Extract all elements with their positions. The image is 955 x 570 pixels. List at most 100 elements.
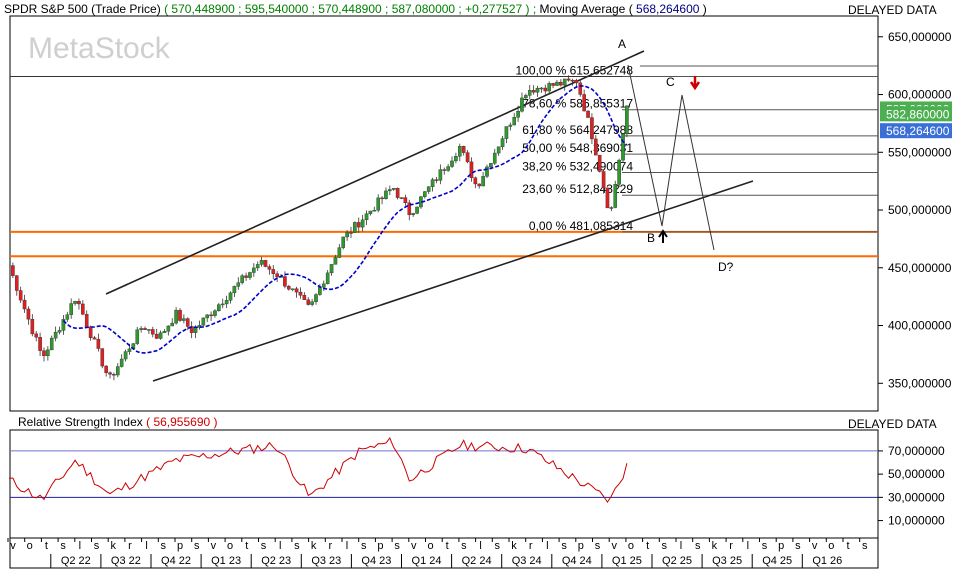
candle-body bbox=[310, 301, 314, 305]
month-letter: k bbox=[511, 540, 517, 552]
candlesticks bbox=[11, 75, 629, 381]
month-letter: l bbox=[145, 540, 147, 552]
candle-body bbox=[84, 314, 89, 328]
month-letter: v bbox=[812, 540, 818, 552]
month-letter: s bbox=[695, 540, 701, 552]
month-letter: o bbox=[427, 540, 433, 552]
candle-body bbox=[14, 275, 19, 291]
candle-body bbox=[349, 232, 353, 234]
candle-body bbox=[147, 329, 151, 331]
candle-body bbox=[621, 133, 625, 161]
candle-body bbox=[562, 78, 567, 86]
candle-body bbox=[372, 210, 377, 212]
month-letter: s bbox=[662, 540, 668, 552]
wave-lines bbox=[627, 64, 878, 251]
quarter-label: Q4 24 bbox=[562, 555, 592, 567]
candle-body bbox=[193, 327, 198, 333]
candle-body bbox=[586, 110, 590, 118]
trend-channel bbox=[105, 50, 754, 382]
candle-body bbox=[139, 328, 143, 330]
rsi-line bbox=[8, 437, 628, 504]
month-letter: s bbox=[361, 540, 367, 552]
month-letter: l bbox=[680, 540, 682, 552]
month-letter: k bbox=[110, 540, 116, 552]
candle-body bbox=[283, 276, 287, 287]
rsi-tick-label: 70,000000 bbox=[888, 444, 945, 458]
candle-body bbox=[461, 146, 466, 153]
candle-body bbox=[485, 166, 489, 177]
down-arrow-icon bbox=[689, 76, 701, 91]
price-tick-label: 450,000000 bbox=[888, 261, 952, 275]
candle-body bbox=[53, 331, 58, 339]
candle-body bbox=[555, 81, 559, 86]
candle-body bbox=[104, 365, 108, 373]
candle-body bbox=[30, 318, 35, 335]
month-letter: r bbox=[128, 540, 132, 552]
fib-level-label: 61,80 % 564,247988 bbox=[522, 123, 633, 137]
month-letter: s bbox=[461, 540, 467, 552]
month-letter: r bbox=[328, 540, 332, 552]
candle-body bbox=[259, 260, 264, 265]
price-tick-label: 550,000000 bbox=[888, 145, 952, 159]
candle-body bbox=[438, 169, 443, 181]
candle-body bbox=[318, 286, 322, 295]
month-letter: t bbox=[646, 540, 649, 552]
candle-body bbox=[123, 351, 128, 360]
quarter-label: Q1 26 bbox=[812, 555, 842, 567]
candle-body bbox=[166, 325, 171, 332]
fib-level-label: 23,60 % 512,843229 bbox=[522, 182, 633, 196]
month-letter: p bbox=[177, 540, 183, 552]
candle-body bbox=[302, 295, 307, 300]
candle-body bbox=[127, 348, 132, 352]
candle-body bbox=[566, 78, 571, 81]
month-letter: o bbox=[227, 540, 233, 552]
month-letter: k bbox=[311, 540, 317, 552]
fib-level-label: 38,20 % 532,490074 bbox=[522, 160, 633, 174]
candle-body bbox=[224, 300, 229, 305]
candle-body bbox=[34, 333, 39, 338]
rsi-header: Relative Strength Index ( 56,955690 ) bbox=[18, 415, 218, 429]
price-tick-label: 400,000000 bbox=[888, 319, 952, 333]
candle-body bbox=[329, 264, 334, 274]
month-letter: s bbox=[495, 540, 501, 552]
candle-body bbox=[508, 124, 513, 127]
candle-body bbox=[582, 94, 586, 112]
candle-body bbox=[450, 160, 454, 167]
quarter-label: Q3 22 bbox=[111, 555, 141, 567]
candle-body bbox=[492, 152, 497, 164]
month-letter: p bbox=[578, 540, 584, 552]
rsi-panel bbox=[9, 429, 879, 539]
fib-level-label: 50,00 % 548,369031 bbox=[522, 141, 633, 155]
up-arrow-icon bbox=[658, 229, 668, 243]
month-letter: t bbox=[45, 540, 48, 552]
candle-body bbox=[290, 288, 295, 290]
candle-body bbox=[232, 286, 237, 294]
candle-body bbox=[512, 117, 517, 126]
quarter-label: Q2 25 bbox=[662, 555, 692, 567]
candle-body bbox=[220, 303, 225, 306]
month-letter: p bbox=[778, 540, 784, 552]
candle-body bbox=[333, 257, 338, 265]
candle-body bbox=[252, 267, 256, 273]
candle-body bbox=[594, 138, 598, 156]
candle-body bbox=[57, 330, 62, 333]
wave-label-b: B bbox=[647, 231, 655, 245]
candle-body bbox=[407, 202, 412, 216]
instrument-title: SPDR S&P 500 (Trade Price) bbox=[4, 2, 161, 16]
candle-body bbox=[174, 309, 178, 324]
price-tick-label: 600,000000 bbox=[888, 88, 952, 102]
candle-body bbox=[135, 329, 140, 344]
quarter-label: Q1 25 bbox=[612, 555, 642, 567]
candle-body bbox=[42, 350, 46, 357]
month-letter: v bbox=[211, 540, 217, 552]
candle-body bbox=[255, 264, 260, 269]
candle-body bbox=[570, 79, 575, 82]
last-price-badge-label: 582,860000 bbox=[886, 107, 950, 121]
candle-body bbox=[345, 232, 349, 238]
candle-body bbox=[481, 176, 485, 187]
month-letter: l bbox=[479, 540, 481, 552]
candle-body bbox=[578, 82, 583, 95]
candle-body bbox=[516, 111, 520, 118]
candle-body bbox=[426, 186, 431, 192]
candle-body bbox=[185, 318, 190, 327]
